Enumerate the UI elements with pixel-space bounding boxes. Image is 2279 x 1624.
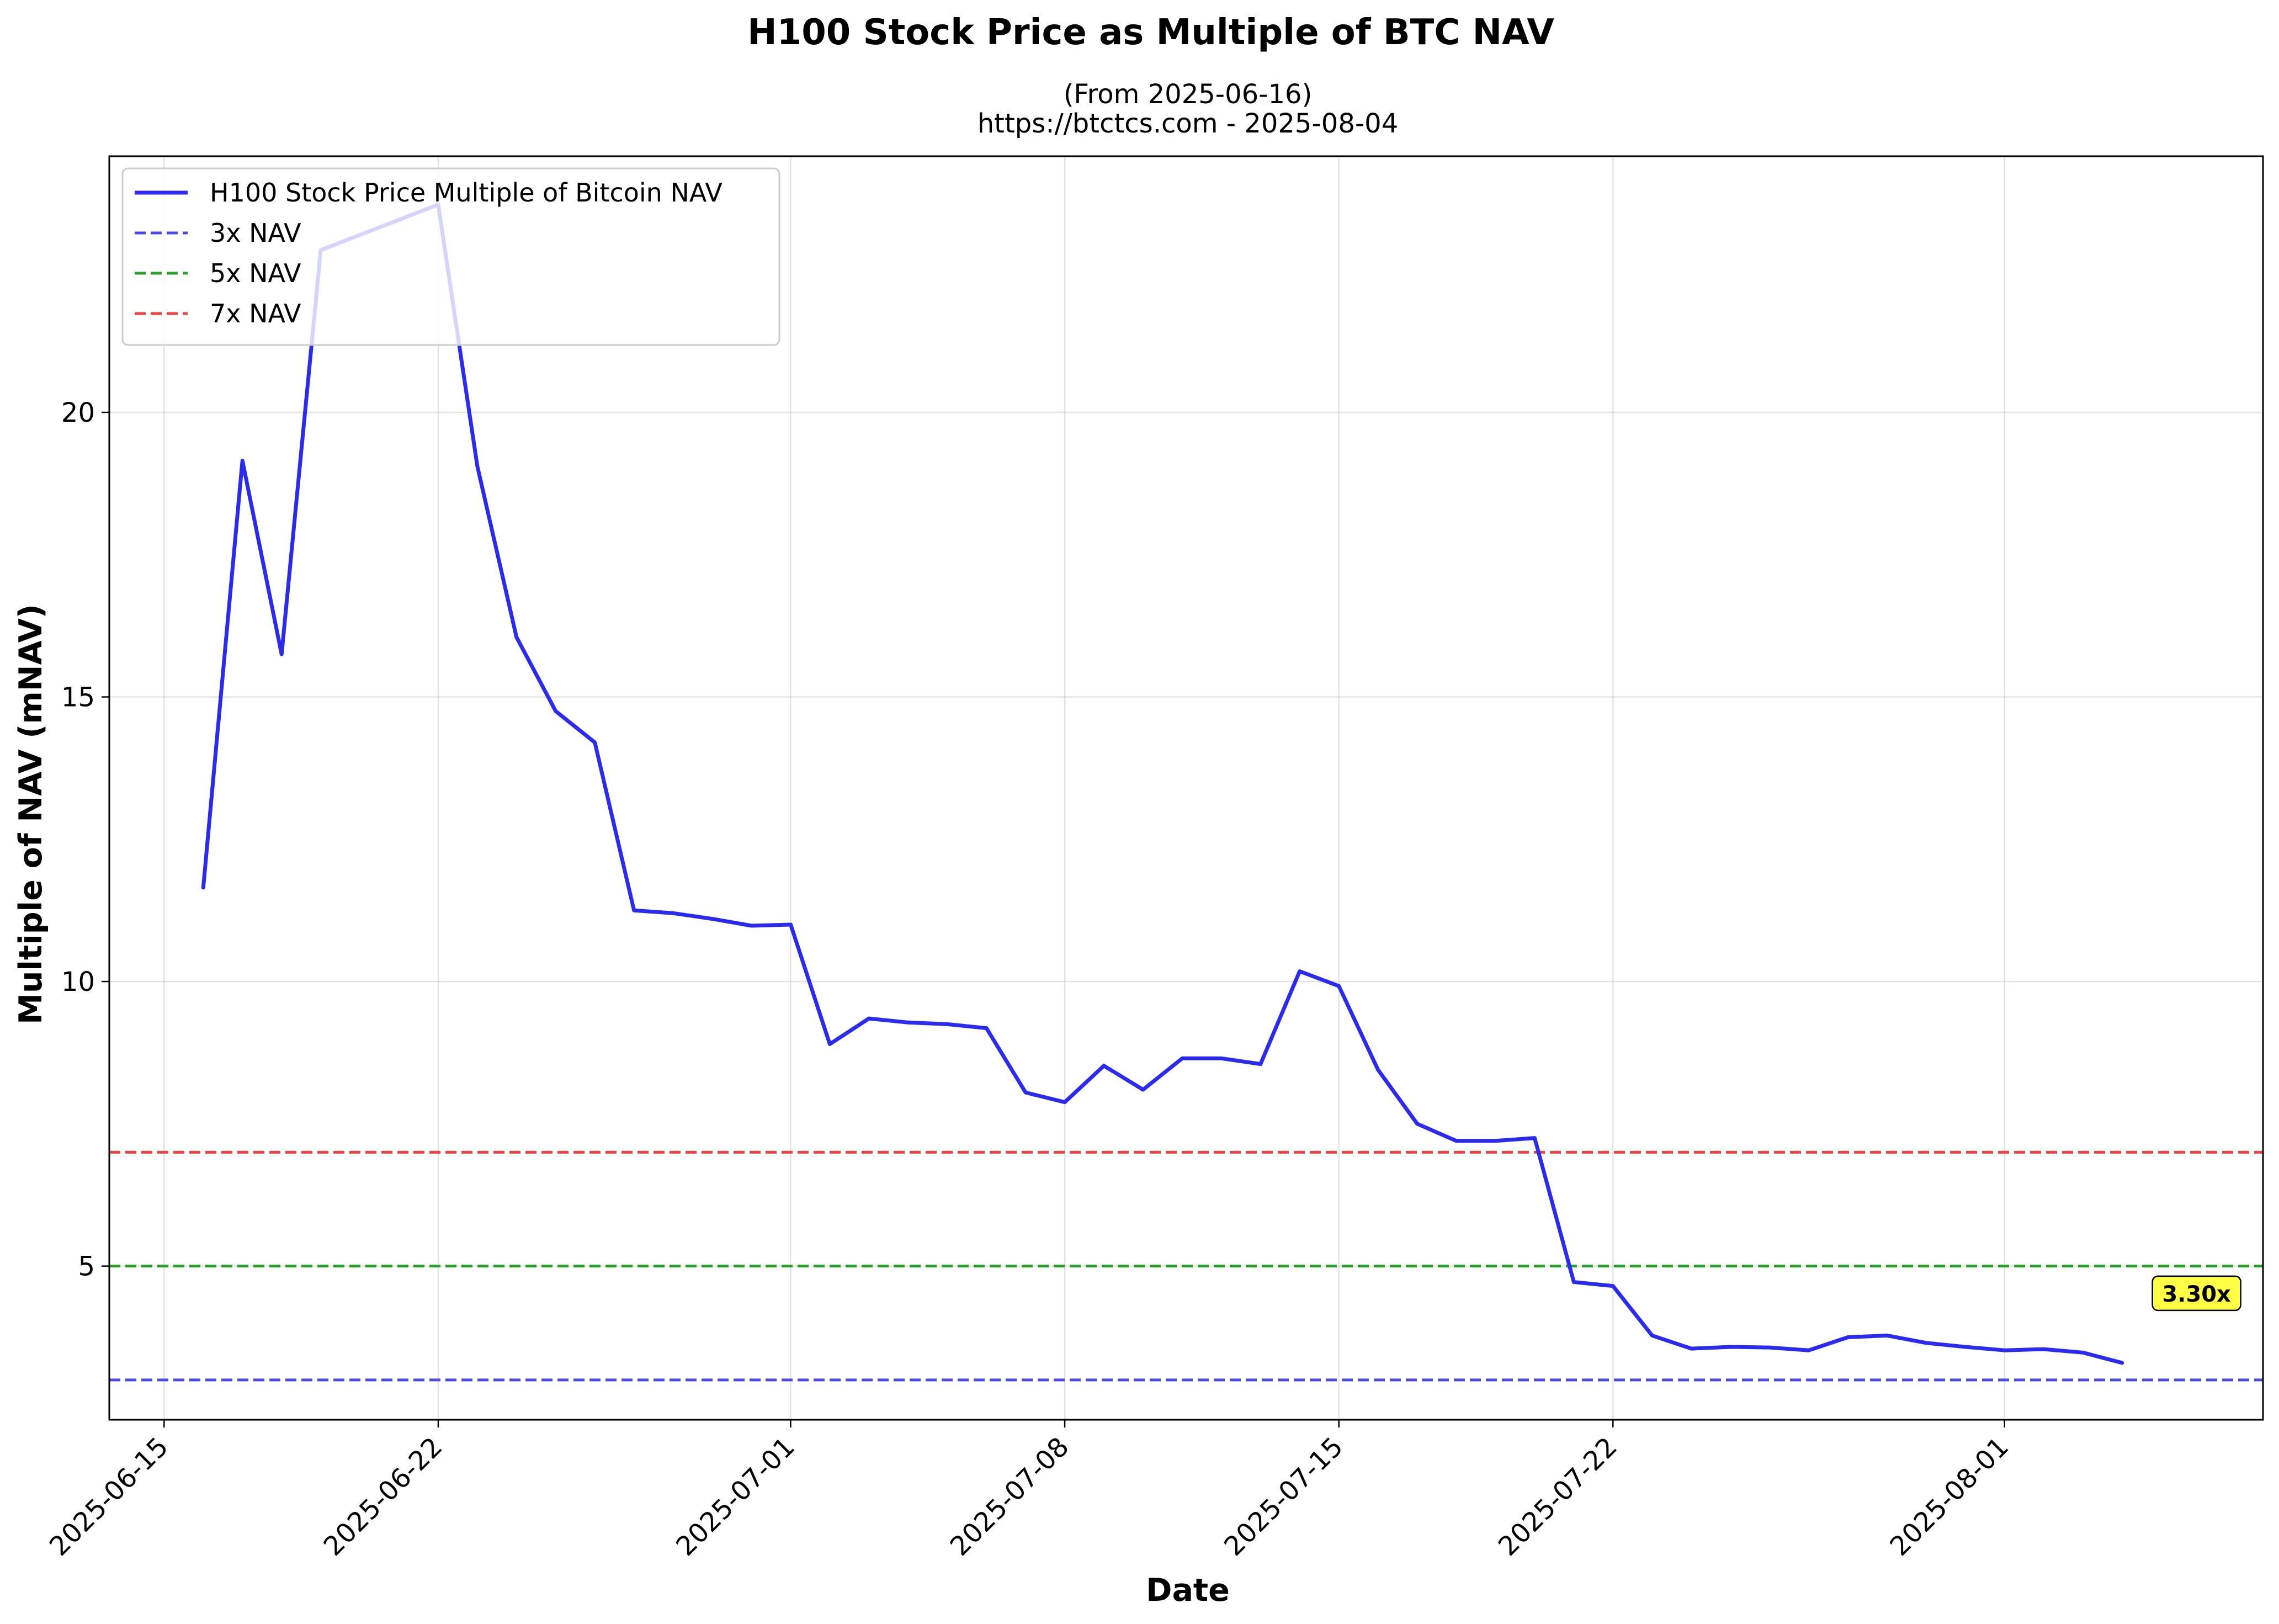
chart-title: H100 Stock Price as Multiple of BTC NAV — [747, 12, 1554, 53]
legend-entry-label: 5x NAV — [210, 258, 301, 288]
y-tick-label: 15 — [61, 682, 95, 713]
x-tick-label: 2025-07-22 — [1492, 1431, 1623, 1562]
last-value-annotation: 3.30x — [2151, 1275, 2241, 1312]
chart-subtitle-line-1: (From 2025-06-16) — [1064, 79, 1313, 110]
legend: H100 Stock Price Multiple of Bitcoin NAV… — [121, 167, 780, 346]
plot-frame — [108, 155, 2264, 1421]
legend-box — [121, 167, 780, 346]
annotation-box — [2151, 1275, 2241, 1312]
series-line-h100-mnav — [201, 203, 2124, 1365]
x-tick-label: 2025-06-15 — [44, 1431, 174, 1562]
y-axis-label: Multiple of NAV (mNAV) — [13, 604, 49, 1025]
chart-subtitle-line-2: https://btctcs.com - 2025-08-04 — [978, 108, 1399, 139]
legend-entry-label: 3x NAV — [210, 218, 301, 248]
legend-entry-label: H100 Stock Price Multiple of Bitcoin NAV — [210, 178, 723, 208]
annotation-text: 3.30x — [2162, 1282, 2231, 1307]
x-tick-label: 2025-08-01 — [1884, 1431, 2015, 1562]
x-tick-label: 2025-07-15 — [1218, 1431, 1349, 1562]
x-tick-label: 2025-06-22 — [318, 1431, 449, 1562]
legend-entry-label: 7x NAV — [210, 299, 301, 328]
y-tick-label: 20 — [61, 397, 95, 428]
y-tick-label: 10 — [61, 967, 95, 997]
y-tick-label: 5 — [78, 1251, 95, 1282]
x-tick-label: 2025-07-08 — [944, 1431, 1075, 1562]
plot-area: 2025-06-15 2025-06-22 2025-07-01 2025-07-08… — [44, 155, 2264, 1562]
x-axis-label: Date — [1146, 1572, 1230, 1609]
x-tick-label: 2025-07-01 — [670, 1431, 801, 1562]
